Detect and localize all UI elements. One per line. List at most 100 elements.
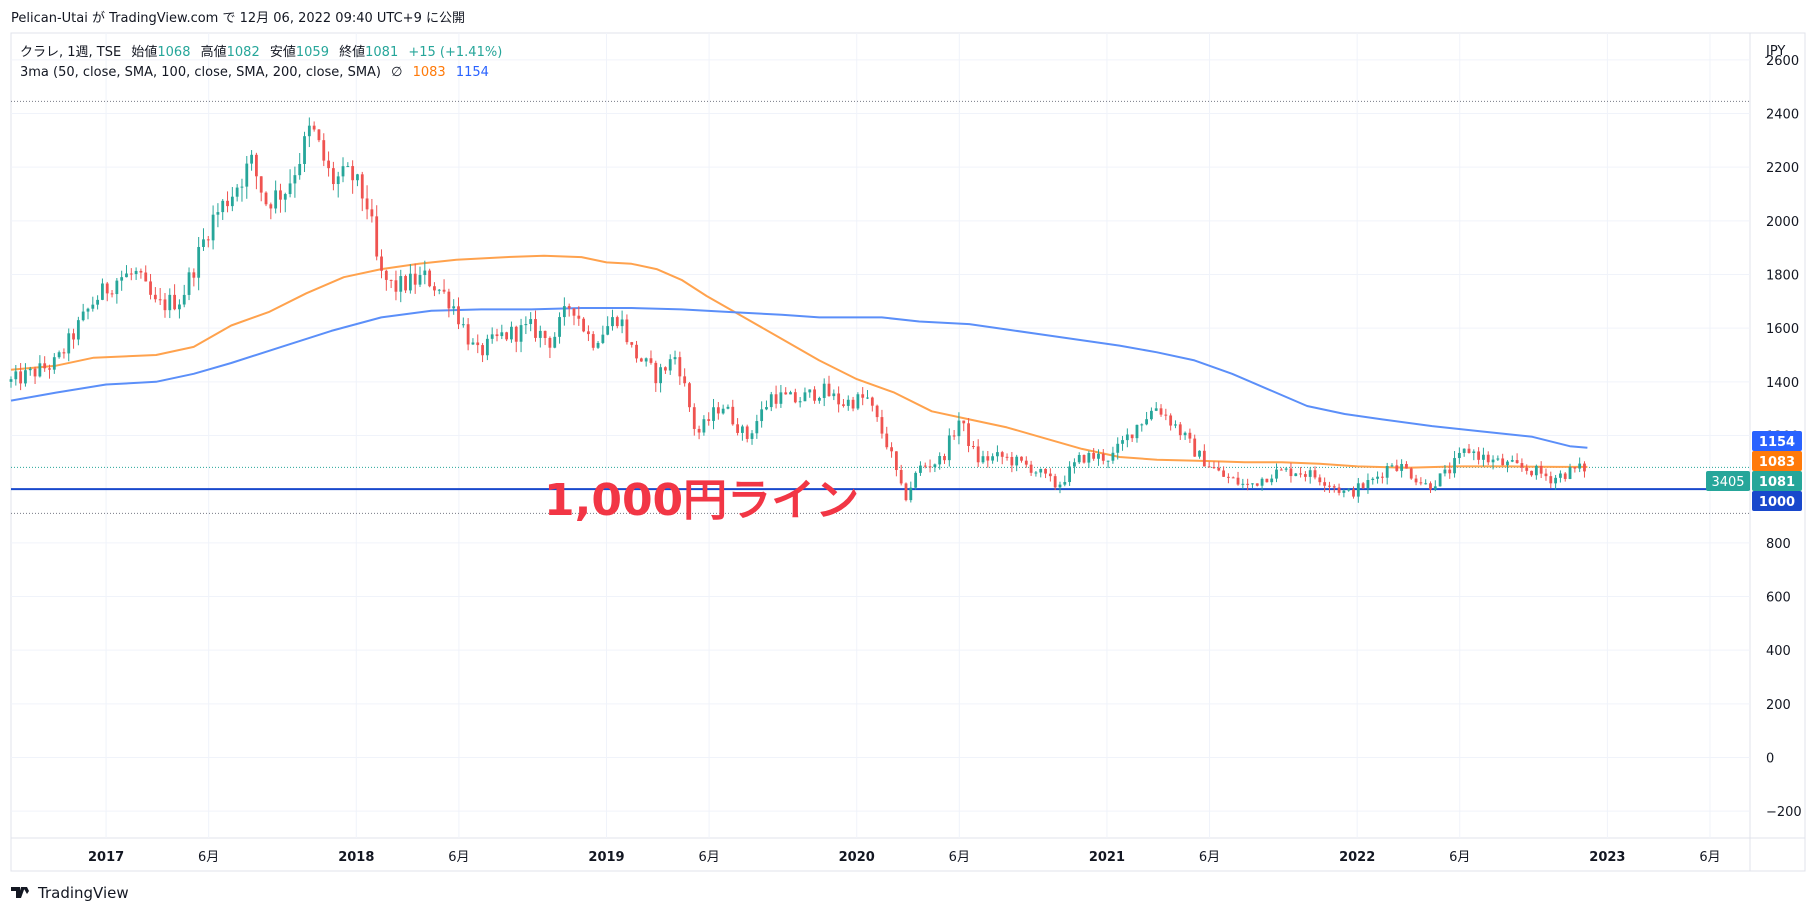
- candle[interactable]: [1212, 461, 1216, 469]
- candle[interactable]: [442, 279, 446, 294]
- candle[interactable]: [96, 295, 100, 310]
- candle[interactable]: [1020, 456, 1023, 463]
- candle[interactable]: [534, 310, 537, 342]
- candle[interactable]: [1337, 483, 1341, 496]
- candle[interactable]: [659, 363, 662, 393]
- candle[interactable]: [86, 307, 90, 320]
- candle[interactable]: [1462, 448, 1466, 457]
- candle[interactable]: [731, 399, 735, 426]
- candle[interactable]: [986, 450, 990, 468]
- candle[interactable]: [1178, 421, 1182, 440]
- candle[interactable]: [562, 297, 566, 326]
- candle[interactable]: [712, 398, 715, 430]
- candle[interactable]: [1496, 455, 1500, 461]
- candle[interactable]: [206, 235, 210, 248]
- candle[interactable]: [639, 357, 643, 362]
- candle[interactable]: [178, 299, 181, 319]
- candle[interactable]: [582, 317, 586, 333]
- candle[interactable]: [962, 420, 966, 432]
- candle[interactable]: [1534, 464, 1538, 480]
- candle[interactable]: [1073, 458, 1076, 474]
- candle[interactable]: [1270, 474, 1274, 486]
- candle[interactable]: [548, 336, 552, 359]
- candle[interactable]: [707, 412, 711, 426]
- candle[interactable]: [1347, 488, 1351, 492]
- candle[interactable]: [1563, 472, 1567, 482]
- candle[interactable]: [336, 171, 340, 198]
- candle[interactable]: [981, 450, 985, 464]
- candle[interactable]: [971, 440, 975, 450]
- candle[interactable]: [1352, 486, 1355, 499]
- candle[interactable]: [1405, 461, 1408, 469]
- candle[interactable]: [1106, 460, 1110, 469]
- candle[interactable]: [1419, 477, 1423, 486]
- candle[interactable]: [331, 161, 335, 191]
- candle[interactable]: [43, 356, 47, 372]
- candle[interactable]: [1409, 467, 1413, 480]
- candle[interactable]: [221, 199, 225, 220]
- candle[interactable]: [1140, 423, 1144, 432]
- candle[interactable]: [168, 288, 172, 319]
- ma-line-100[interactable]: [10, 254, 1588, 469]
- candle[interactable]: [235, 184, 239, 202]
- candle[interactable]: [524, 316, 528, 335]
- candle[interactable]: [1241, 478, 1245, 490]
- candle[interactable]: [433, 282, 436, 297]
- candle[interactable]: [1188, 428, 1192, 444]
- candle[interactable]: [1097, 449, 1100, 466]
- candle[interactable]: [1328, 481, 1331, 493]
- candle[interactable]: [288, 169, 292, 198]
- candle[interactable]: [601, 325, 605, 345]
- candle[interactable]: [1549, 471, 1553, 489]
- candle[interactable]: [837, 386, 841, 413]
- candle[interactable]: [1265, 478, 1269, 483]
- candle[interactable]: [745, 424, 749, 443]
- candle[interactable]: [495, 328, 499, 342]
- candle[interactable]: [1294, 472, 1298, 477]
- candle[interactable]: [996, 445, 999, 462]
- candle[interactable]: [1164, 408, 1168, 421]
- candle[interactable]: [312, 121, 316, 132]
- candle[interactable]: [991, 453, 995, 464]
- candle[interactable]: [1231, 476, 1235, 479]
- candle[interactable]: [765, 400, 768, 411]
- candle[interactable]: [625, 314, 629, 345]
- candle[interactable]: [875, 404, 879, 422]
- candle[interactable]: [1299, 467, 1302, 478]
- candle[interactable]: [360, 171, 364, 212]
- candle[interactable]: [1015, 454, 1019, 472]
- candle[interactable]: [1246, 478, 1250, 491]
- candle[interactable]: [967, 418, 970, 453]
- candle[interactable]: [1323, 477, 1327, 492]
- candle[interactable]: [1226, 473, 1230, 484]
- candle[interactable]: [476, 334, 480, 354]
- candle[interactable]: [173, 284, 177, 311]
- candle[interactable]: [28, 366, 32, 376]
- candle[interactable]: [1482, 447, 1485, 467]
- candle[interactable]: [1472, 449, 1476, 461]
- candle[interactable]: [38, 355, 42, 378]
- candle[interactable]: [1414, 474, 1418, 486]
- candle[interactable]: [1467, 444, 1471, 454]
- candle[interactable]: [1024, 456, 1028, 468]
- candle[interactable]: [404, 274, 407, 294]
- candle[interactable]: [1578, 457, 1582, 473]
- candle[interactable]: [389, 279, 393, 289]
- candle[interactable]: [784, 387, 788, 395]
- candle[interactable]: [1400, 459, 1404, 478]
- candle[interactable]: [558, 312, 561, 344]
- candle[interactable]: [1539, 461, 1543, 479]
- candle[interactable]: [914, 471, 918, 490]
- candle[interactable]: [923, 462, 927, 469]
- candle[interactable]: [1063, 475, 1067, 487]
- candle[interactable]: [635, 340, 638, 363]
- candle[interactable]: [899, 464, 903, 486]
- candle[interactable]: [259, 176, 263, 202]
- candle[interactable]: [1573, 467, 1577, 473]
- candle[interactable]: [654, 360, 658, 392]
- candle[interactable]: [269, 202, 273, 220]
- candle[interactable]: [1501, 453, 1505, 466]
- candle[interactable]: [1198, 450, 1201, 459]
- tradingview-logo[interactable]: TradingView: [11, 884, 129, 902]
